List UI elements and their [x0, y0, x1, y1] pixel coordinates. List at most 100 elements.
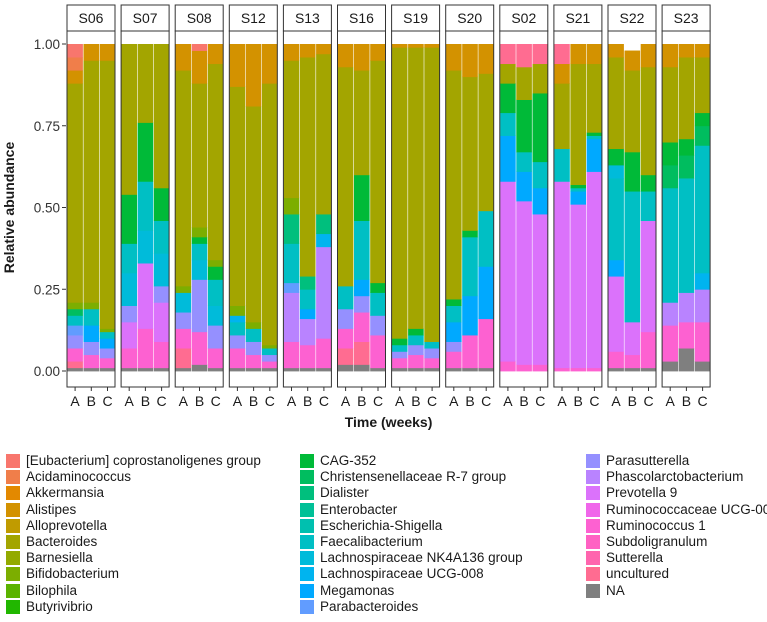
- bar-segment: [207, 63, 224, 261]
- bar-segment: [586, 171, 603, 369]
- bar-segment: [175, 70, 192, 287]
- bar-segment: [299, 318, 316, 346]
- bar-segment: [370, 60, 386, 284]
- bar-segment: [121, 367, 137, 372]
- facet-border: [66, 30, 116, 388]
- x-tick-label: B: [195, 393, 204, 409]
- bar-segment: [191, 259, 208, 280]
- legend-swatch: [300, 502, 314, 517]
- x-tick-label: B: [682, 393, 691, 409]
- bar-segment: [175, 328, 192, 349]
- facet-panel-s19: S19 A B C: [391, 4, 441, 409]
- facet-border: [228, 30, 278, 388]
- bar-segment: [500, 44, 516, 65]
- bar-segment: [516, 364, 532, 372]
- bar-segment: [500, 83, 516, 114]
- bar-segment: [462, 295, 478, 336]
- legend-swatch: [6, 599, 20, 614]
- legend-swatch: [300, 567, 314, 582]
- bar-segment: [624, 321, 641, 356]
- bar-segment: [424, 44, 440, 48]
- x-tick-label: B: [303, 393, 312, 409]
- legend-swatch: [586, 518, 600, 533]
- bar-segment: [478, 44, 494, 74]
- bar-segment: [570, 187, 586, 192]
- bar-segment: [67, 335, 83, 349]
- bar-segment: [83, 60, 100, 303]
- bar-segment: [640, 44, 657, 68]
- x-tick-label: A: [179, 393, 189, 409]
- facet-border: [174, 30, 224, 388]
- bar-segment: [662, 164, 678, 189]
- legend-label: Escherichia-Shigella: [320, 517, 443, 533]
- facet-strip: [282, 4, 332, 32]
- legend-label: uncultured: [606, 566, 670, 582]
- x-tick-label: B: [411, 393, 420, 409]
- bar-segment: [121, 272, 137, 306]
- bar-segment: [67, 348, 83, 362]
- bar-segment: [354, 312, 370, 342]
- legend-label: Bacteroides: [26, 534, 98, 549]
- legend-label: Subdoligranulum: [606, 534, 708, 549]
- x-tick-label: A: [233, 393, 243, 409]
- bar-segment: [207, 266, 224, 280]
- bar-segment: [446, 351, 462, 369]
- bar-segment: [99, 338, 116, 349]
- bar-segment: [153, 285, 170, 303]
- bar-segment: [283, 60, 300, 199]
- bar-segment: [446, 341, 462, 352]
- bar-segment: [316, 233, 332, 248]
- facet-border: [553, 30, 603, 388]
- bar-segment: [299, 367, 316, 372]
- bar-segment: [408, 328, 424, 336]
- bar-segment: [694, 145, 711, 274]
- bar-segment: [408, 344, 424, 356]
- bar-segment: [532, 44, 549, 65]
- bar-segment: [446, 299, 462, 306]
- bar-segment: [283, 243, 300, 284]
- bar-segment: [532, 214, 549, 365]
- bar-segment: [299, 289, 316, 310]
- bar-segment: [462, 335, 478, 369]
- x-tick-label: B: [249, 393, 258, 409]
- y-tick-label: 0.25: [34, 282, 60, 297]
- bar-segment: [391, 47, 408, 339]
- facet-panel-s08: S08 A B C: [174, 4, 224, 409]
- bar-segment: [283, 341, 300, 369]
- bar-segment: [262, 361, 278, 369]
- legend-swatch: [6, 502, 20, 517]
- bar-segment: [624, 70, 641, 153]
- bar-segment: [694, 112, 711, 127]
- bar-segment: [478, 318, 494, 369]
- bar-segment: [370, 335, 386, 369]
- legend-swatch: [6, 518, 20, 533]
- legend-swatch: [6, 535, 20, 549]
- bar-segment: [516, 66, 532, 100]
- y-tick-label: 0.75: [34, 119, 60, 134]
- y-tick-label: 0.50: [34, 201, 60, 216]
- legend-label: Lachnospiraceae UCG-008: [320, 566, 484, 582]
- bar-segment: [446, 321, 462, 342]
- bar-segment: [137, 122, 154, 182]
- bar-segment: [121, 305, 137, 323]
- bar-segment: [299, 276, 316, 290]
- bar-segment: [262, 44, 278, 84]
- bar-segment: [229, 86, 246, 306]
- bar-segment: [678, 155, 695, 179]
- bar-segment: [354, 279, 370, 297]
- bar-segment: [316, 367, 332, 372]
- bar-segment: [229, 44, 246, 87]
- x-tick-label: B: [628, 393, 637, 409]
- bar-segment: [640, 220, 657, 333]
- legend-swatch: [300, 551, 314, 566]
- y-axis-ticks: 0.00 0.25 0.50 0.75 1.00: [34, 37, 66, 379]
- bar-segment: [316, 338, 332, 369]
- legend-swatch: [300, 486, 314, 501]
- bar-segment: [229, 321, 246, 336]
- bar-segment: [299, 44, 316, 58]
- bar-segment: [175, 348, 192, 369]
- facet-border: [661, 30, 711, 388]
- bar-segment: [554, 44, 570, 65]
- bar-segment: [532, 93, 549, 163]
- bar-segment: [424, 348, 440, 359]
